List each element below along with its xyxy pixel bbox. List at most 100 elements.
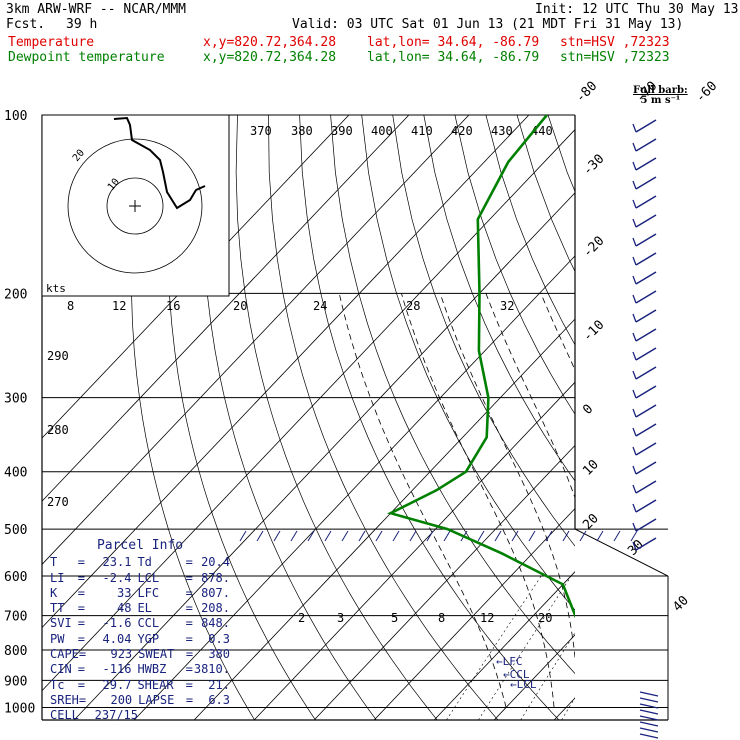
isotherm-line — [313, 444, 575, 720]
wind-barb-icon — [635, 119, 657, 133]
dry-adiabat-line — [330, 115, 575, 675]
isotherm-label: 10 — [580, 457, 602, 479]
dry-adiabat-line — [703, 115, 740, 720]
isotherm-line — [553, 697, 575, 720]
wind-barb-flag — [632, 446, 637, 456]
parcel-value: 878. — [201, 570, 230, 585]
dry-adiabat-line — [454, 115, 575, 415]
pressure-label: 400 — [4, 466, 27, 481]
hodograph-speed-label: 28 — [406, 299, 420, 313]
mixing-ratio-label: 20 — [538, 611, 552, 625]
parcel-value: 33 — [116, 585, 132, 600]
full-barb-title: Full barb: — [633, 85, 688, 96]
theta-label: 420 — [451, 124, 473, 138]
isotherm-line — [42, 129, 575, 692]
parcel-key: YGP — [137, 631, 160, 646]
wind-barb-icon — [635, 366, 657, 380]
isotherm-line — [614, 115, 740, 720]
parcel-info-row: K = 33 LFC = 807. — [50, 586, 230, 601]
hodograph-ring-outer — [67, 138, 203, 274]
parcel-value: 200 — [110, 692, 133, 707]
parcel-key: CELL — [50, 708, 79, 723]
wind-barb-icon — [635, 423, 657, 437]
wind-barb-tick — [358, 530, 366, 542]
wind-barb-tick — [477, 530, 485, 542]
wind-barb-icon — [635, 309, 657, 323]
hodograph-ring-inner — [106, 177, 164, 235]
wind-barb-icon — [635, 271, 657, 285]
level-marker-label: ←LCL — [510, 678, 537, 691]
wind-barb-tick — [375, 530, 383, 542]
parcel-info-row: CIN = -116 HWBZ = 3810. — [50, 662, 230, 677]
mixing-ratio-label: 8 — [438, 611, 445, 625]
equals-sign: = — [77, 616, 85, 631]
parcel-info-row: LI = -2.4 LCL = 878. — [50, 571, 230, 586]
equals-sign: = — [77, 601, 85, 616]
equals-sign — [80, 708, 90, 723]
parcel-value: 923 — [110, 647, 133, 662]
dry-adiabat-line — [423, 115, 575, 482]
parcel-value: -2.4 — [102, 570, 132, 585]
theta-label: 400 — [371, 124, 393, 138]
mixing-ratio-line — [647, 576, 729, 720]
wind-barb-flag — [632, 465, 637, 475]
theta-label: 390 — [331, 124, 353, 138]
parcel-key: HWBZ — [137, 662, 167, 677]
mixing-ratio-line — [478, 575, 572, 720]
parcel-key: EL — [137, 601, 152, 616]
isotherm-line — [193, 318, 575, 720]
wind-barb-flag — [632, 351, 637, 361]
parcel-value: -1.6 — [102, 616, 132, 631]
wind-barb-flag — [632, 389, 637, 399]
equals-sign: = — [185, 601, 193, 616]
wind-barb-flag — [632, 370, 637, 380]
wind-barb-tick — [239, 530, 247, 542]
wind-barb-flag — [632, 256, 637, 266]
isotherm-line — [674, 115, 740, 720]
dewpoint-station: stn=HSV ,72323 — [560, 50, 670, 65]
isotherm-line — [133, 255, 575, 720]
dry-adiabat-line — [516, 115, 575, 273]
wind-barb-icon — [639, 721, 659, 727]
isotherm-line — [42, 115, 350, 439]
isotherm-line — [433, 571, 575, 720]
wind-barb-flag — [632, 408, 637, 418]
isotherm-label: 0 — [580, 402, 596, 418]
equals-sign: = — [78, 692, 87, 707]
parcel-key: K — [50, 585, 58, 600]
equals-sign: = — [185, 631, 193, 646]
parcel-info-row: CELL 237/15 — [50, 708, 230, 723]
full-barb-legend: Full barb: 5 m s⁻¹ — [633, 86, 688, 106]
wind-barb-icon — [635, 214, 657, 228]
dewpoint-latlon: lat,lon= 34.64, -86.79 — [367, 50, 540, 65]
wind-barb-tick — [545, 530, 553, 542]
hodograph-speed-label: 32 — [500, 299, 514, 313]
equals-sign: = — [185, 662, 193, 677]
parcel-info-box: Parcel Info T = 23.1 Td = 20.4 LI = -2.4 LCL = 878.… — [50, 538, 230, 724]
dry-adiabat-line — [547, 115, 575, 193]
mixing-ratio-label: 12 — [480, 611, 494, 625]
parcel-value: 0.3 — [208, 631, 230, 646]
equals-sign: = — [77, 631, 85, 646]
wind-barb-tick — [290, 530, 298, 542]
parcel-key: LAPSE — [138, 692, 175, 707]
full-barb-units: 5 m s⁻¹ — [640, 95, 681, 106]
wind-barb-icon — [635, 385, 657, 399]
wind-barb-flag — [632, 180, 637, 190]
dry-adiabat-line — [392, 115, 575, 547]
wind-barb-flag — [632, 237, 637, 247]
theta-label: 380 — [291, 124, 313, 138]
parcel-key: SREH — [50, 692, 79, 707]
isotherm-label: -20 — [580, 234, 607, 261]
moist-adiabat-line — [698, 293, 740, 707]
dry-adiabat-line — [202, 115, 377, 720]
wind-barb-icon — [635, 404, 657, 418]
dry-adiabat-line — [167, 115, 316, 720]
parcel-key: CIN — [50, 662, 72, 677]
parcel-key: SWEAT — [138, 647, 175, 662]
wind-barb-flag — [632, 294, 637, 304]
mixing-ratio-label: 5 — [391, 611, 398, 625]
parcel-info-row: Tc = 29.7 SHEAR = 21. — [50, 678, 230, 693]
dry-adiabat-line — [131, 115, 255, 720]
right-axis-extension — [574, 528, 669, 577]
